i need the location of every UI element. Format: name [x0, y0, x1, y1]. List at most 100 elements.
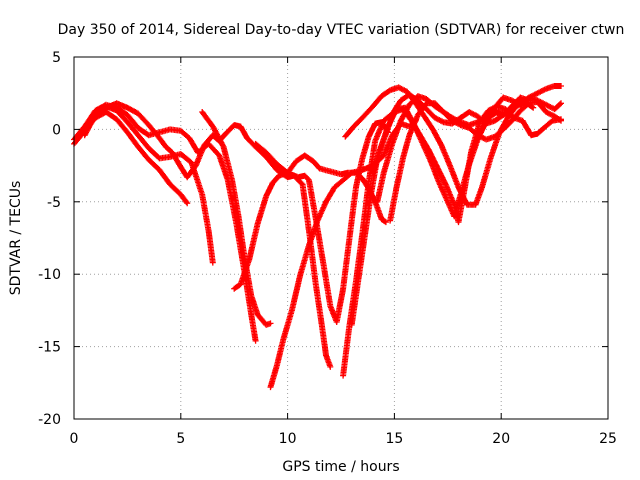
data-point — [254, 340, 257, 342]
data-point — [248, 259, 250, 261]
data-point — [329, 170, 331, 172]
data-point — [269, 322, 272, 325]
data-point — [180, 153, 182, 155]
data-point — [408, 125, 410, 128]
grid-layer — [74, 57, 608, 419]
data-point — [374, 140, 376, 142]
data-point — [240, 283, 242, 285]
data-point — [406, 91, 408, 93]
data-point — [451, 120, 453, 122]
data-point — [487, 109, 489, 112]
data-point — [137, 134, 139, 136]
data-point — [325, 354, 327, 356]
data-point — [186, 202, 188, 204]
data-point — [398, 86, 400, 89]
data-point — [304, 154, 306, 157]
data-point — [105, 107, 107, 109]
data-point — [246, 137, 248, 139]
data-point — [323, 266, 325, 268]
data-point — [180, 193, 182, 196]
x-tick-label: 5 — [176, 431, 185, 447]
data-point — [325, 201, 327, 203]
data-point — [314, 280, 316, 283]
data-point — [442, 111, 445, 113]
data-point — [361, 117, 363, 119]
data-point — [468, 111, 470, 113]
data-point — [368, 180, 370, 183]
data-point — [186, 176, 188, 178]
data-point — [417, 95, 419, 97]
data-point — [137, 146, 139, 148]
data-point — [233, 288, 235, 290]
data-point — [447, 201, 449, 203]
x-axis-label: GPS time / hours — [282, 459, 399, 475]
data-point — [378, 150, 381, 152]
data-point — [391, 143, 393, 145]
data-point — [250, 314, 252, 316]
data-point — [474, 204, 477, 206]
data-point — [148, 147, 150, 149]
data-point — [137, 112, 139, 115]
data-point — [511, 109, 513, 112]
data-point — [342, 179, 344, 181]
data-point — [227, 179, 229, 181]
data-point — [314, 215, 316, 217]
data-point — [363, 237, 366, 239]
data-point — [485, 115, 487, 117]
data-point — [254, 143, 257, 145]
data-track-track-8 — [267, 117, 419, 391]
data-point — [169, 128, 171, 130]
data-point — [457, 186, 460, 188]
data-point — [372, 172, 374, 174]
series-track-14 — [387, 98, 564, 224]
x-tick-label: 20 — [492, 431, 510, 447]
data-point — [126, 121, 128, 123]
data-point — [380, 95, 383, 97]
data-point — [321, 324, 323, 326]
data-point — [308, 244, 310, 246]
data-point — [389, 220, 391, 222]
data-point — [468, 127, 470, 129]
data-point — [299, 273, 302, 275]
data-point — [94, 114, 96, 116]
data-point — [530, 134, 532, 136]
data-point — [351, 324, 353, 326]
series-track-8 — [267, 117, 419, 391]
data-point — [329, 305, 331, 307]
data-point — [158, 131, 161, 133]
data-point — [225, 133, 227, 135]
data-track-track-6 — [252, 119, 391, 325]
data-point — [519, 109, 522, 112]
data-point — [502, 128, 504, 130]
data-point — [272, 182, 274, 184]
data-point — [374, 123, 376, 125]
data-point — [265, 324, 267, 326]
tick-layer: 0 5 10 15 20 25 -20 -15 -10 -5 0 5 — [38, 50, 617, 447]
data-point — [560, 118, 562, 120]
data-point — [342, 288, 344, 290]
data-point — [116, 118, 118, 120]
chart-title: Day 350 of 2014, Sidereal Day-to-day VTE… — [58, 22, 625, 38]
data-point — [383, 120, 385, 122]
data-point — [201, 111, 203, 113]
data-point — [445, 183, 447, 186]
data-point — [357, 280, 359, 283]
data-point — [77, 137, 79, 139]
data-point — [287, 172, 289, 174]
data-point — [387, 125, 389, 128]
data-point — [554, 115, 556, 117]
data-point — [304, 175, 306, 177]
data-point — [402, 157, 404, 159]
data-point — [504, 112, 507, 115]
data-point — [560, 85, 562, 87]
data-point — [301, 183, 304, 186]
x-tick-label: 15 — [385, 431, 403, 447]
data-point — [308, 179, 310, 181]
data-track-track-3 — [75, 101, 259, 344]
data-point — [370, 193, 372, 196]
data-point — [383, 154, 385, 157]
data-point — [434, 102, 436, 104]
data-point — [477, 121, 479, 123]
data-point — [344, 136, 346, 138]
data-point — [460, 124, 462, 126]
